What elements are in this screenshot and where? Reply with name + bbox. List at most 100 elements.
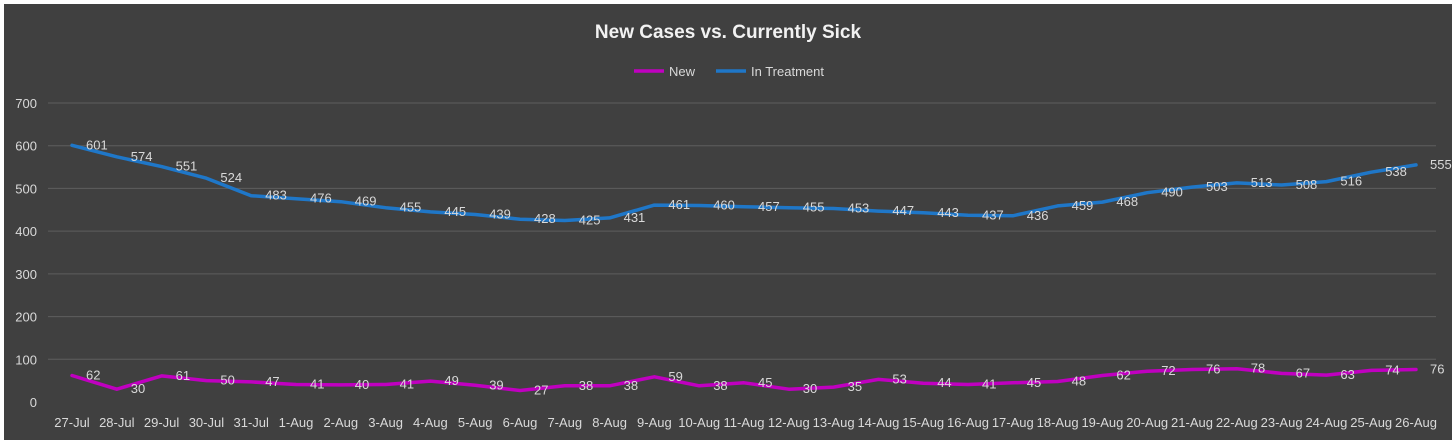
series-line-in-treatment (70, 143, 1418, 223)
legend: New In Treatment (634, 64, 824, 79)
data-label: 437 (982, 207, 1004, 222)
data-label: 436 (1027, 208, 1049, 223)
x-axis-ticks: 27-Jul 28-Jul 29-Jul 30-Jul 31-Jul 1-Aug 2-Aug… (54, 415, 1437, 430)
x-tick-label: 27-Jul (54, 415, 90, 430)
y-tick-label: 700 (15, 96, 37, 111)
data-label: 38 (579, 378, 593, 393)
data-label: 38 (713, 378, 727, 393)
x-tick-label: 30-Jul (189, 415, 225, 430)
legend-label-in-treatment: In Treatment (751, 64, 824, 79)
x-tick-label: 31-Jul (233, 415, 269, 430)
data-label: 459 (1072, 198, 1094, 213)
data-label: 445 (444, 204, 466, 219)
data-label: 35 (848, 379, 862, 394)
x-tick-label: 14-Aug (857, 415, 899, 430)
x-tick-label: 25-Aug (1350, 415, 1392, 430)
data-label: 30 (131, 381, 145, 396)
data-label: 62 (86, 368, 100, 383)
y-tick-label: 100 (15, 352, 37, 367)
y-tick-label: 500 (15, 181, 37, 196)
data-label: 476 (310, 191, 332, 206)
data-label: 460 (713, 198, 735, 213)
x-tick-label: 21-Aug (1171, 415, 1213, 430)
data-label: 468 (1116, 194, 1138, 209)
series-lines (70, 143, 1418, 393)
x-tick-label: 16-Aug (947, 415, 989, 430)
data-label: 483 (265, 188, 287, 203)
x-tick-label: 17-Aug (992, 415, 1034, 430)
data-label: 53 (892, 371, 906, 386)
data-label: 439 (489, 206, 511, 221)
data-label: 453 (848, 201, 870, 216)
data-labels: 62 30 61 50 47 41 40 41 49 39 27 38 38 59 38 45 30 35 53 44… (86, 137, 1452, 397)
y-axis-ticks: 0 100 200 300 400 500 600 700 (15, 96, 37, 410)
data-label: 508 (1296, 177, 1318, 192)
data-label: 538 (1385, 164, 1407, 179)
x-tick-label: 26-Aug (1395, 415, 1437, 430)
legend-label-new: New (669, 64, 696, 79)
data-label: 443 (937, 205, 959, 220)
x-tick-label: 22-Aug (1216, 415, 1258, 430)
x-tick-label: 6-Aug (503, 415, 538, 430)
y-tick-label: 600 (15, 139, 37, 154)
data-label: 431 (624, 210, 646, 225)
data-label: 63 (1340, 367, 1354, 382)
data-label: 62 (1116, 368, 1130, 383)
x-tick-label: 4-Aug (413, 415, 448, 430)
data-label: 74 (1385, 362, 1399, 377)
gridlines (48, 102, 1436, 360)
data-label: 455 (400, 200, 422, 215)
x-tick-label: 24-Aug (1305, 415, 1347, 430)
data-label: 41 (400, 376, 414, 391)
data-label: 425 (579, 212, 601, 227)
x-tick-label: 9-Aug (637, 415, 672, 430)
data-label: 39 (489, 377, 503, 392)
data-label: 27 (534, 382, 548, 397)
x-tick-label: 18-Aug (1037, 415, 1079, 430)
y-tick-label: 0 (30, 395, 37, 410)
data-label: 524 (220, 170, 242, 185)
x-tick-label: 11-Aug (724, 415, 765, 430)
x-tick-label: 2-Aug (323, 415, 358, 430)
x-tick-label: 19-Aug (1081, 415, 1123, 430)
data-label: 50 (220, 373, 234, 388)
data-label: 503 (1206, 179, 1228, 194)
data-label: 59 (668, 369, 682, 384)
data-label: 555 (1430, 157, 1452, 172)
x-tick-label: 3-Aug (368, 415, 403, 430)
data-label: 513 (1251, 175, 1273, 190)
data-label: 48 (1072, 373, 1086, 388)
x-tick-label: 15-Aug (902, 415, 944, 430)
y-tick-label: 300 (15, 267, 37, 282)
data-label: 574 (131, 149, 153, 164)
data-label: 76 (1206, 362, 1220, 377)
x-tick-label: 12-Aug (768, 415, 810, 430)
data-label: 41 (982, 376, 996, 391)
data-label: 61 (176, 368, 190, 383)
data-label: 76 (1430, 362, 1444, 377)
x-tick-label: 8-Aug (592, 415, 627, 430)
x-tick-label: 13-Aug (813, 415, 855, 430)
data-label: 455 (803, 200, 825, 215)
data-label: 457 (758, 199, 780, 214)
data-label: 428 (534, 211, 556, 226)
data-label: 44 (937, 375, 951, 390)
data-label: 78 (1251, 361, 1265, 376)
data-label: 551 (176, 159, 198, 174)
x-tick-label: 20-Aug (1126, 415, 1168, 430)
data-label: 447 (892, 203, 914, 218)
data-label: 601 (86, 137, 108, 152)
series-line-new (70, 366, 1418, 393)
data-label: 38 (624, 378, 638, 393)
y-tick-label: 400 (15, 224, 37, 239)
x-tick-label: 10-Aug (678, 415, 720, 430)
data-label: 461 (668, 197, 690, 212)
x-tick-label: 29-Jul (144, 415, 180, 430)
x-tick-label: 5-Aug (458, 415, 493, 430)
data-label: 45 (1027, 375, 1041, 390)
y-tick-label: 200 (15, 310, 37, 325)
x-tick-label: 7-Aug (547, 415, 582, 430)
data-label: 40 (355, 377, 369, 392)
